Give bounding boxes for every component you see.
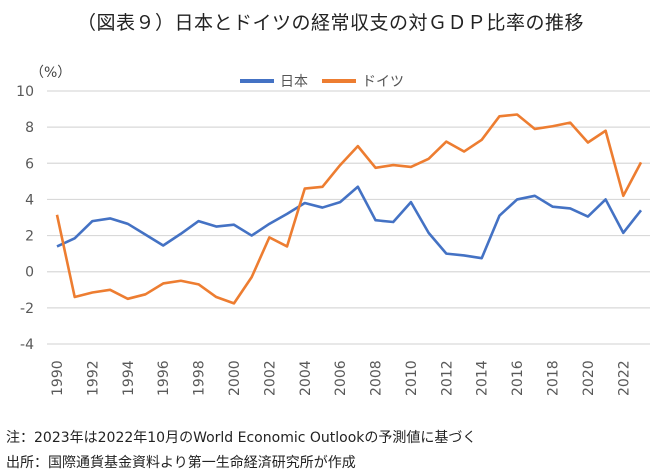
- x-tick-label: 2010: [404, 360, 420, 396]
- y-tick-label: 6: [25, 156, 34, 172]
- chart-title: （図表９）日本とドイツの経常収支の対ＧＤＰ比率の推移: [76, 12, 584, 34]
- x-tick-label: 1998: [192, 360, 208, 396]
- y-tick-label: 4: [25, 192, 34, 208]
- series-line-germany: [55, 113, 643, 305]
- legend-swatch-germany: [322, 79, 356, 83]
- y-tick-label: 8: [25, 120, 34, 136]
- series-line-japan: [56, 185, 643, 260]
- y-tick-label: 2: [25, 229, 34, 245]
- x-tick-label: 2014: [475, 360, 491, 396]
- legend-swatch-japan: [240, 79, 274, 83]
- legend-item-japan: 日本: [240, 71, 308, 91]
- x-tick-label: 1990: [50, 360, 66, 396]
- x-tick-label: 1994: [121, 360, 137, 396]
- y-tick-label: 0: [25, 265, 34, 281]
- x-tick-label: 2020: [581, 360, 597, 396]
- x-tick-label: 2004: [298, 360, 314, 396]
- x-tick-label: 2018: [546, 360, 562, 396]
- x-tick-label: 2000: [227, 360, 243, 396]
- x-tick-label: 2012: [439, 360, 455, 396]
- y-tick-label: 10: [16, 84, 34, 100]
- x-tick-label: 2006: [333, 360, 349, 396]
- x-tick-label: 2016: [510, 360, 526, 396]
- x-tick-label: 2008: [369, 360, 385, 396]
- legend-label-japan: 日本: [280, 74, 308, 90]
- legend-label-germany: ドイツ: [362, 74, 404, 90]
- x-tick-label: 2022: [616, 360, 632, 396]
- y-axis-unit: （%）: [30, 65, 72, 81]
- y-tick-label: -4: [20, 337, 34, 353]
- x-tick-label: 1992: [85, 360, 101, 396]
- x-tick-label: 1996: [156, 360, 172, 396]
- x-tick-label: 2002: [262, 360, 278, 396]
- y-tick-label: -2: [20, 301, 34, 317]
- legend: 日本 ドイツ: [240, 71, 404, 91]
- note-text: 注：2023年は2022年10月のWorld Economic Outlookの…: [6, 430, 477, 446]
- legend-item-germany: ドイツ: [322, 71, 404, 91]
- source-text: 出所：国際通貨基金資料より第一生命経済研究所が作成: [6, 455, 356, 471]
